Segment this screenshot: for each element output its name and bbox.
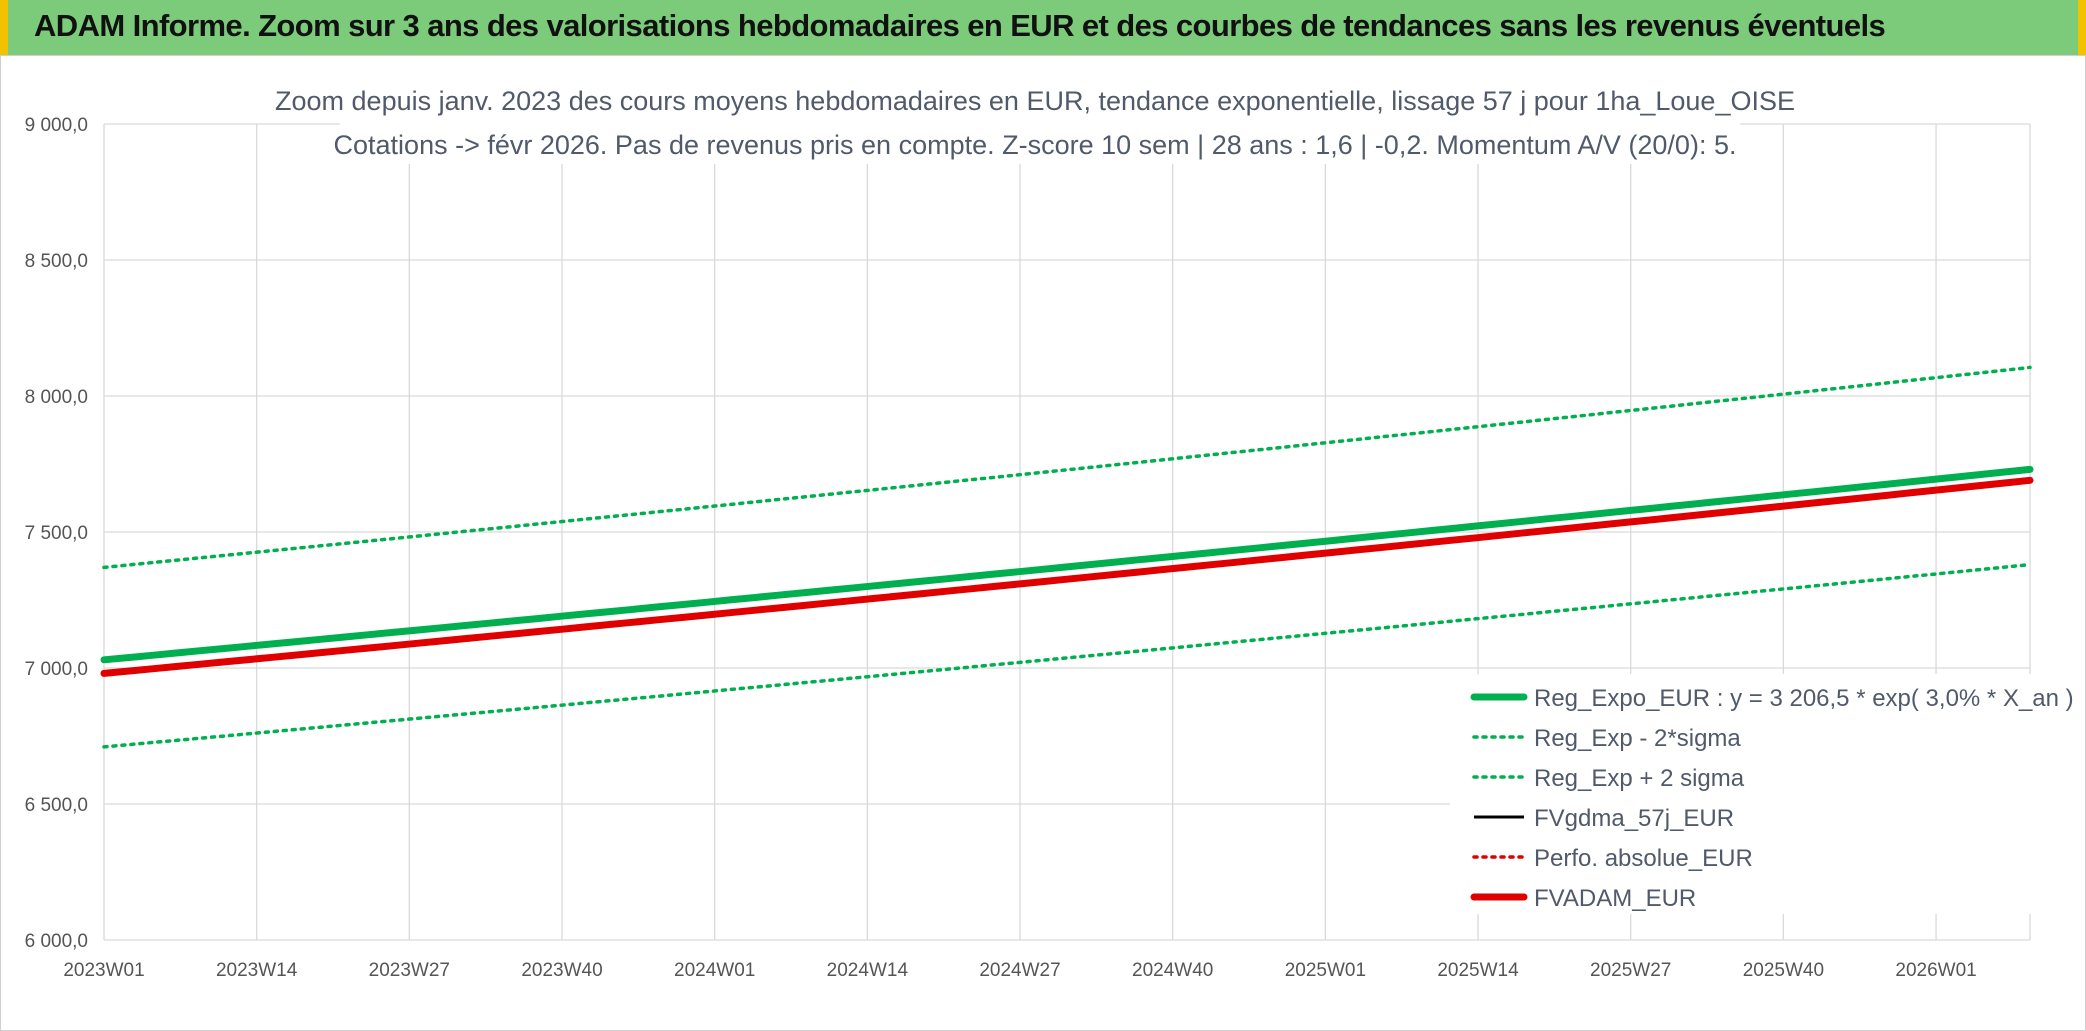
chart-title: Zoom depuis janv. 2023 des cours moyens … bbox=[275, 76, 1795, 164]
x-tick-label: 2024W40 bbox=[1132, 960, 1213, 981]
x-tick-label: 2023W14 bbox=[216, 960, 298, 981]
y-tick-label: 7 000,0 bbox=[25, 659, 88, 680]
x-axis: 2023W01 2023W14 2023W27 2023W40 2024W01 2024W… bbox=[63, 960, 1976, 981]
chart-title-line: Cotations -> févr 2026. Pas de revenus p… bbox=[334, 130, 1737, 160]
series-line-5 bbox=[100, 476, 2034, 677]
x-tick-label: 2023W40 bbox=[521, 960, 602, 981]
y-tick-label: 8 500,0 bbox=[25, 251, 88, 272]
y-tick-label: 9 000,0 bbox=[25, 115, 88, 136]
legend-label: FVADAM_EUR bbox=[1534, 885, 1696, 912]
series-line-1 bbox=[102, 562, 2032, 749]
x-tick-label: 2023W01 bbox=[63, 960, 144, 981]
chart-title-line: Zoom depuis janv. 2023 des cours moyens … bbox=[275, 86, 1795, 116]
y-tick-label: 6 500,0 bbox=[25, 795, 88, 816]
x-tick-label: 2023W27 bbox=[369, 960, 450, 981]
x-tick-label: 2025W27 bbox=[1590, 960, 1671, 981]
y-tick-label: 6 000,0 bbox=[25, 931, 88, 952]
legend-label: Reg_Exp - 2*sigma bbox=[1534, 725, 1741, 752]
series-line-2 bbox=[102, 365, 2032, 570]
series-lines bbox=[100, 365, 2034, 749]
legend: Reg_Expo_EUR : y = 3 206,5 * exp( 3,0% *… bbox=[1450, 674, 2074, 914]
x-tick-label: 2024W27 bbox=[979, 960, 1060, 981]
banner-accent bbox=[2078, 0, 2086, 55]
legend-label: Reg_Expo_EUR : y = 3 206,5 * exp( 3,0% *… bbox=[1534, 685, 2074, 712]
legend-label: Perfo. absolue_EUR bbox=[1534, 845, 1753, 872]
y-tick-label: 8 000,0 bbox=[25, 387, 88, 408]
series-line-0 bbox=[100, 465, 2034, 664]
report-title: ADAM Informe. Zoom sur 3 ans des valoris… bbox=[34, 8, 1886, 43]
x-tick-label: 2026W01 bbox=[1895, 960, 1976, 981]
x-tick-label: 2025W14 bbox=[1437, 960, 1519, 981]
x-tick-label: 2025W01 bbox=[1285, 960, 1366, 981]
legend-box bbox=[1450, 674, 2040, 914]
x-tick-label: 2024W14 bbox=[827, 960, 909, 981]
title-backdrop bbox=[340, 120, 1740, 164]
x-tick-label: 2024W01 bbox=[674, 960, 755, 981]
y-tick-label: 7 500,0 bbox=[25, 523, 88, 544]
report-banner: ADAM Informe. Zoom sur 3 ans des valoris… bbox=[0, 0, 2086, 55]
y-axis: 6 000,0 6 500,0 7 000,0 7 500,0 8 000,0 8 500… bbox=[25, 115, 88, 952]
title-backdrop bbox=[340, 76, 1740, 120]
legend-label: Reg_Exp + 2 sigma bbox=[1534, 765, 1745, 792]
legend-label: FVgdma_57j_EUR bbox=[1534, 805, 1734, 832]
x-tick-label: 2025W40 bbox=[1743, 960, 1824, 981]
